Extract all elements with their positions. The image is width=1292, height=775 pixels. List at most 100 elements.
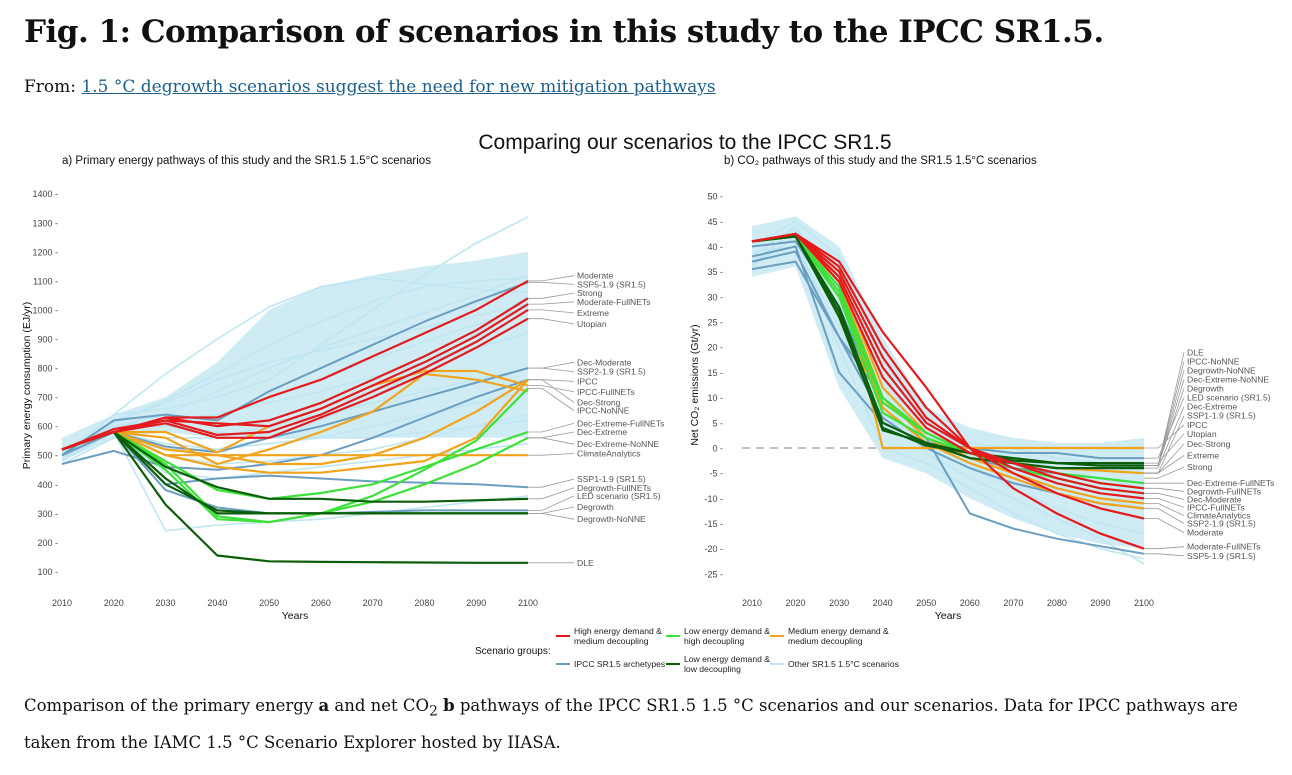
from-label: From: bbox=[24, 77, 77, 97]
x-tick-label: 2090 bbox=[1090, 598, 1110, 608]
chart-main-title: Comparing our scenarios to the IPCC SR1.… bbox=[478, 131, 891, 154]
label-leader bbox=[1144, 455, 1185, 474]
x-tick-label: 2060 bbox=[311, 598, 331, 608]
y-tick-label: 5 - bbox=[712, 418, 723, 428]
series-label: Degrowth bbox=[1187, 384, 1224, 394]
label-leader bbox=[1144, 397, 1185, 459]
y-tick-label: 20 - bbox=[707, 343, 723, 353]
other-scenario-line bbox=[61, 274, 529, 456]
label-leader bbox=[1144, 466, 1185, 479]
series-line bbox=[61, 430, 529, 500]
y-tick-label: 30 - bbox=[707, 292, 723, 302]
series-line bbox=[751, 235, 1144, 470]
y-tick-label: 40 - bbox=[707, 242, 723, 252]
legend-title: Scenario groups: bbox=[475, 646, 551, 657]
legend-label: Other SR1.5 1.5°C scenarios bbox=[788, 659, 899, 669]
label-leader bbox=[528, 361, 575, 369]
label-leader bbox=[1144, 502, 1185, 516]
panel-a-primary-energy: a) Primary energy pathways of this study… bbox=[21, 155, 664, 622]
series-label: SSP5-1.9 (SR1.5) bbox=[577, 279, 646, 289]
legend-label: Low energy demand & bbox=[684, 626, 770, 636]
caption-part-4: pathways of the IPCC SR1.5 1.5 °C scenar… bbox=[24, 696, 1238, 753]
series-line bbox=[751, 235, 1144, 467]
x-tick-label: 2040 bbox=[873, 598, 893, 608]
y-tick-label: -25 - bbox=[704, 569, 723, 579]
label-leader bbox=[528, 431, 575, 439]
panel-subtitle: b) CO₂ pathways of this study and the SR… bbox=[724, 155, 1037, 167]
label-leader bbox=[1144, 507, 1185, 524]
series-label: ClimateAnalytics bbox=[577, 448, 641, 458]
from-line: From: 1.5 °C degrowth scenarios suggest … bbox=[24, 77, 716, 97]
y-tick-label: 45 - bbox=[707, 217, 723, 227]
y-tick-label: 900 - bbox=[37, 335, 58, 345]
series-label: Utopian bbox=[1187, 429, 1217, 439]
y-tick-label: 500 - bbox=[37, 451, 58, 461]
x-tick-label: 2100 bbox=[518, 598, 538, 608]
series-label: Moderate-FullNETs bbox=[577, 297, 651, 307]
y-tick-label: -5 - bbox=[710, 469, 724, 479]
series-line bbox=[751, 232, 1145, 495]
series-line bbox=[61, 430, 529, 503]
series-label: LED scenario (SR1.5) bbox=[577, 491, 661, 501]
series-line bbox=[61, 430, 528, 564]
label-leader bbox=[528, 422, 575, 433]
series-label: Moderate-FullNETs bbox=[1187, 542, 1261, 552]
legend-label: High energy demand & bbox=[574, 626, 662, 636]
label-leader bbox=[528, 385, 575, 393]
caption-panel-a-ref: a bbox=[318, 696, 330, 715]
other-scenario-line bbox=[61, 277, 529, 456]
y-tick-label: 10 - bbox=[707, 393, 723, 403]
y-tick-label: 400 - bbox=[37, 480, 58, 490]
series-label: SSP2-1.9 (SR1.5) bbox=[1187, 519, 1256, 529]
legend-label: IPCC SR1.5 archetypes bbox=[574, 659, 665, 669]
x-tick-label: 2080 bbox=[414, 598, 434, 608]
y-tick-label: 600 - bbox=[37, 422, 58, 432]
other-scenario-line bbox=[61, 413, 529, 465]
series-line bbox=[61, 367, 529, 457]
series-label: Dec-Extreme-NoNNE bbox=[1187, 374, 1269, 384]
series-label: LED scenario (SR1.5) bbox=[1187, 393, 1271, 403]
series-line bbox=[751, 260, 1145, 555]
label-leader bbox=[1144, 433, 1185, 464]
label-leader bbox=[528, 292, 575, 299]
label-leader bbox=[1144, 492, 1185, 500]
series-label: Extreme bbox=[1187, 451, 1219, 461]
y-tick-label: 1400 - bbox=[32, 189, 58, 199]
caption-subscript: 2 bbox=[429, 703, 438, 720]
legend-label: medium decoupling bbox=[788, 636, 863, 646]
series-label: Dec-Strong bbox=[577, 397, 621, 407]
label-leader bbox=[528, 478, 575, 488]
series-label: Strong bbox=[1187, 462, 1213, 472]
y-tick-label: 1100 - bbox=[33, 276, 58, 286]
series-label: Degrowth-FullNETs bbox=[1187, 486, 1261, 496]
legend-label: medium decoupling bbox=[574, 636, 649, 646]
y-tick-label: 25 - bbox=[707, 318, 723, 328]
label-leader bbox=[1144, 487, 1185, 492]
x-tick-label: 2040 bbox=[207, 598, 227, 608]
y-tick-label: 15 - bbox=[707, 368, 723, 378]
x-tick-label: 2070 bbox=[1003, 598, 1023, 608]
series-label: Dec-Extreme-NoNNE bbox=[577, 439, 659, 449]
article-link[interactable]: 1.5 °C degrowth scenarios suggest the ne… bbox=[81, 77, 716, 97]
x-axis-title: Years bbox=[935, 610, 961, 622]
series-label: Dec-Extreme bbox=[577, 427, 627, 437]
series-label: Dec-Extreme-FullNETs bbox=[1187, 478, 1274, 488]
y-tick-label: -20 - bbox=[704, 544, 723, 554]
y-tick-label: -10 - bbox=[704, 494, 723, 504]
y-tick-label: 100 - bbox=[37, 567, 58, 577]
series-label: DLE bbox=[1187, 347, 1204, 357]
x-tick-label: 2010 bbox=[52, 598, 72, 608]
figure-title: Fig. 1: Comparison of scenarios in this … bbox=[24, 14, 1104, 50]
series-line bbox=[61, 430, 529, 524]
label-leader bbox=[528, 453, 575, 456]
label-leader bbox=[1144, 553, 1185, 557]
series-label: IPCC-NoNNE bbox=[577, 405, 630, 415]
x-tick-label: 2030 bbox=[829, 598, 849, 608]
series-line bbox=[751, 235, 1144, 465]
x-tick-label: 2050 bbox=[916, 598, 936, 608]
legend-label: Medium energy demand & bbox=[788, 626, 889, 636]
label-leader bbox=[1144, 388, 1185, 467]
series-line bbox=[61, 378, 529, 466]
other-scenario-line bbox=[61, 431, 529, 480]
series-label: SSP2-1.9 (SR1.5) bbox=[577, 367, 646, 377]
